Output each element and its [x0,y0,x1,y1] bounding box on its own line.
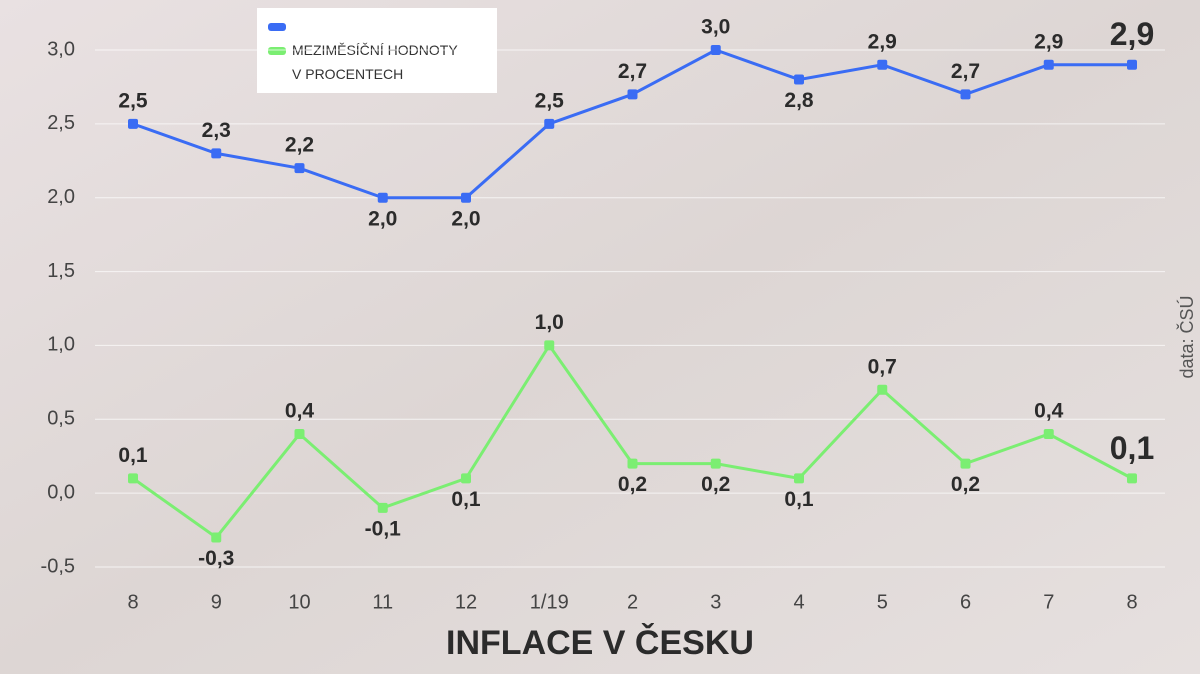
point [294,429,305,440]
value-label: 3,0 [701,16,730,39]
y-tick-label: 1,5 [47,260,75,282]
value-label: 0,4 [285,400,315,423]
value-label: 0,2 [701,473,730,496]
chart-title: INFLACE V ČESKU [446,623,754,662]
point [627,89,638,100]
source: data: ČSÚ [1176,295,1197,378]
point [1043,429,1054,440]
value-label: 0,1 [784,488,814,511]
x-tick-label: 3 [710,591,721,613]
value-label: 0,2 [618,473,647,496]
x-tick-label: 1/19 [530,591,569,613]
y-tick-label: 1,0 [47,334,75,356]
value-label: 2,0 [451,207,480,230]
point [710,45,721,55]
y-tick-label: -0,5 [41,555,75,577]
x-tick-label: 11 [372,591,393,613]
x-tick-label: 4 [793,591,804,613]
x-tick-label: 9 [211,591,222,613]
point [627,458,638,469]
value-label: 2,7 [618,60,647,83]
point [128,473,138,484]
point [877,59,888,70]
value-label: 2,2 [285,134,314,157]
x-tick-label: 6 [960,591,971,613]
point [794,473,804,484]
point [544,118,555,129]
point [960,458,971,469]
value-label: 2,3 [202,119,231,142]
value-label: 2,5 [118,89,148,112]
point [128,118,138,129]
point [960,89,971,100]
point [377,502,388,513]
value-label: 2,7 [951,60,980,83]
point [1043,59,1054,70]
y-tick-label: 2,5 [47,112,75,134]
x-tick-label: 7 [1043,591,1054,613]
point [377,192,388,203]
legend-swatch [268,47,286,55]
legend-swatch [268,23,286,31]
value-label: 0,2 [951,473,980,496]
x-tick-label: 5 [877,591,888,613]
x-tick-label: 8 [1126,591,1137,613]
y-tick-label: 2,0 [47,186,75,208]
value-label: 0,1 [451,488,481,511]
x-tick-label: 12 [455,591,477,613]
point [794,74,804,85]
point [1127,473,1137,484]
value-label: 2,9 [1110,16,1154,52]
point [544,340,555,351]
value-label: -0,1 [365,517,402,540]
point [294,163,305,174]
value-label: 2,9 [1034,30,1063,53]
value-label: 0,1 [118,444,148,467]
y-tick-label: 3,0 [47,38,75,60]
legend-label-line: V PROCENTECH [292,66,403,82]
point [211,148,222,159]
value-label: 1,0 [535,311,564,334]
point [877,384,888,395]
y-tick-label: 0,0 [47,481,75,503]
x-tick-label: 2 [627,591,638,613]
value-label: 2,9 [868,30,897,53]
point [461,473,471,484]
point [461,192,471,203]
value-label: 2,8 [784,89,814,112]
x-tick-label: 8 [127,591,138,613]
value-label: 0,1 [1110,430,1154,466]
point [211,532,222,543]
value-label: 2,0 [368,207,397,230]
point [1127,59,1137,70]
point [710,458,721,469]
value-label: 2,5 [535,89,565,112]
value-label: 0,4 [1034,400,1064,423]
value-label: 0,7 [868,355,897,378]
value-label: -0,3 [198,547,234,570]
x-tick-label: 10 [288,591,310,613]
y-tick-label: 0,5 [47,408,75,430]
